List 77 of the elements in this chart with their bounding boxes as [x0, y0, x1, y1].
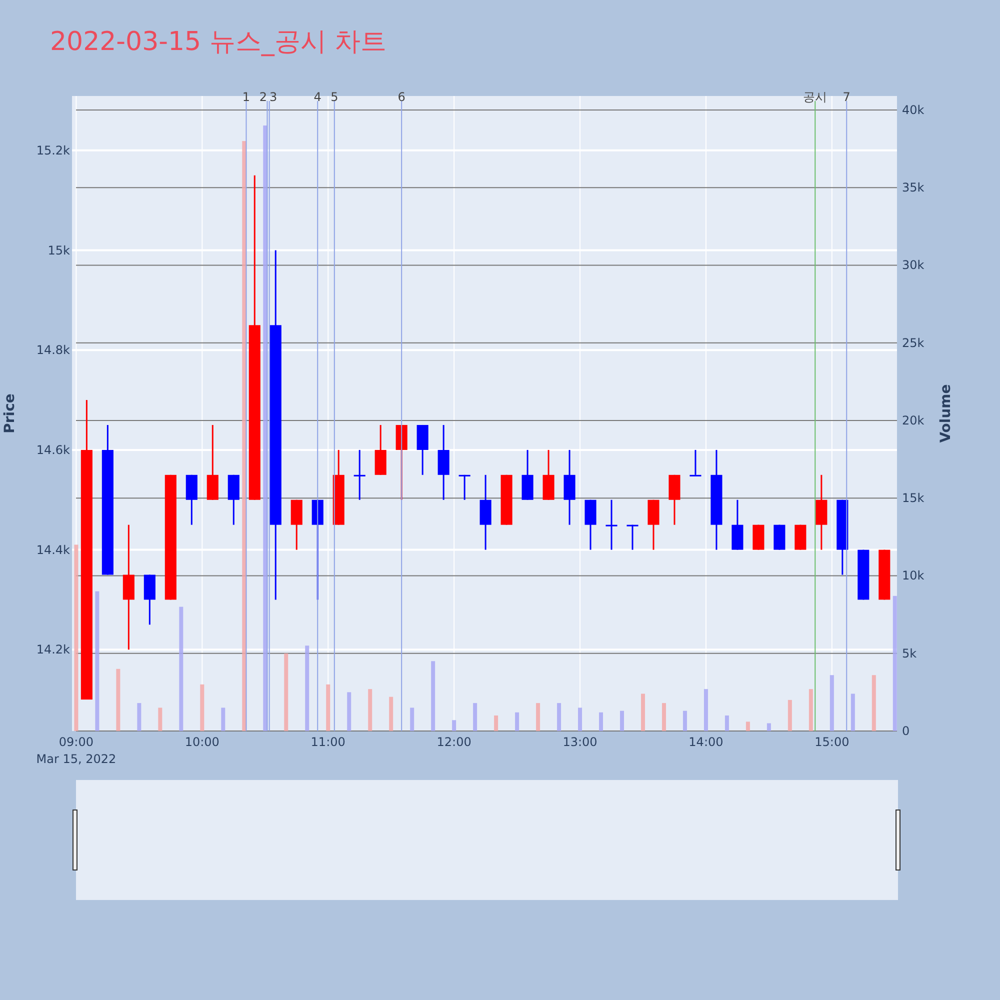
ref-line-label: 2: [259, 90, 268, 104]
ref-line-label: 4: [314, 90, 322, 104]
ref-line-label: 5: [330, 90, 338, 104]
bar: [158, 708, 162, 731]
bar: [830, 675, 834, 731]
y2-tick-label: 0: [902, 724, 910, 738]
bar: [410, 708, 414, 731]
bar: [892, 596, 897, 731]
bar: [808, 689, 813, 731]
x-tick-label: 10:00: [184, 735, 220, 749]
ref-line-label: 6: [398, 90, 406, 104]
bar: [662, 703, 666, 731]
bar: [326, 684, 330, 731]
bar: [221, 708, 226, 731]
y2-tick-label: 40k: [902, 102, 924, 117]
x-tick-label: 11:00: [310, 735, 346, 749]
x-tick-label: 15:00: [814, 735, 850, 749]
bar: [557, 703, 562, 731]
bar: [284, 653, 288, 731]
y2-tick-label: 20k: [902, 413, 924, 428]
y2-tick-label: 10k: [902, 568, 924, 583]
bar: [766, 723, 771, 731]
x-tick-label: 12:00: [436, 735, 472, 749]
y2-tick-label: 25k: [902, 336, 924, 350]
candlestick: [606, 499, 618, 551]
bar: [850, 694, 855, 731]
bar: [640, 694, 645, 731]
x-tick-label: 13:00: [562, 735, 598, 749]
y2-tick-label: 30k: [902, 258, 924, 272]
bar: [620, 710, 624, 731]
y2-tick-label: 15k: [902, 491, 924, 506]
bar: [872, 675, 876, 731]
candlestick: [690, 449, 702, 476]
bar: [200, 684, 204, 731]
bar: [599, 712, 604, 731]
bar: [536, 703, 540, 731]
bar: [704, 689, 708, 731]
bar: [431, 661, 436, 731]
ref-line-label: 3: [270, 90, 278, 104]
candlestick: [354, 449, 366, 501]
bar: [95, 591, 100, 731]
candlestick: [458, 474, 470, 501]
y2-axis-title: Volume: [938, 384, 954, 443]
y2-tick-label: 35k: [902, 180, 924, 195]
y2-tick-label: 5k: [902, 646, 917, 660]
ref-line-label: 1: [242, 90, 250, 104]
bar: [179, 606, 184, 731]
bar: [473, 703, 478, 731]
y-tick-label: 14.6k: [36, 442, 70, 457]
bar: [116, 668, 120, 731]
bar: [305, 646, 310, 731]
chart-title: 2022-03-15 뉴스_공시 차트: [50, 27, 387, 57]
bar: [788, 700, 792, 731]
bar: [347, 692, 352, 731]
bar: [746, 722, 750, 731]
bar: [452, 720, 456, 731]
bar: [515, 712, 520, 731]
bar: [368, 689, 372, 731]
y-tick-label: 14.2k: [36, 642, 70, 657]
bar: [682, 710, 687, 731]
bar: [74, 544, 78, 731]
bar: [494, 715, 498, 731]
x-tick-label: 14:00: [688, 735, 724, 749]
ref-line-label: 공시: [803, 90, 828, 104]
bar: [137, 703, 142, 731]
y-tick-label: 15.2k: [36, 143, 70, 158]
y-axis-title: Price: [2, 394, 18, 434]
y-tick-label: 14.8k: [36, 343, 70, 358]
bar: [578, 708, 582, 731]
y-tick-label: 15k: [48, 243, 70, 258]
y-tick-label: 14.4k: [36, 542, 70, 557]
ref-line-label: 7: [842, 90, 850, 104]
candlestick: [626, 524, 638, 551]
bar: [724, 715, 729, 731]
bar: [389, 696, 394, 731]
text: Mar 15, 2022: [36, 752, 116, 766]
x-tick-label: 09:00: [58, 735, 94, 749]
